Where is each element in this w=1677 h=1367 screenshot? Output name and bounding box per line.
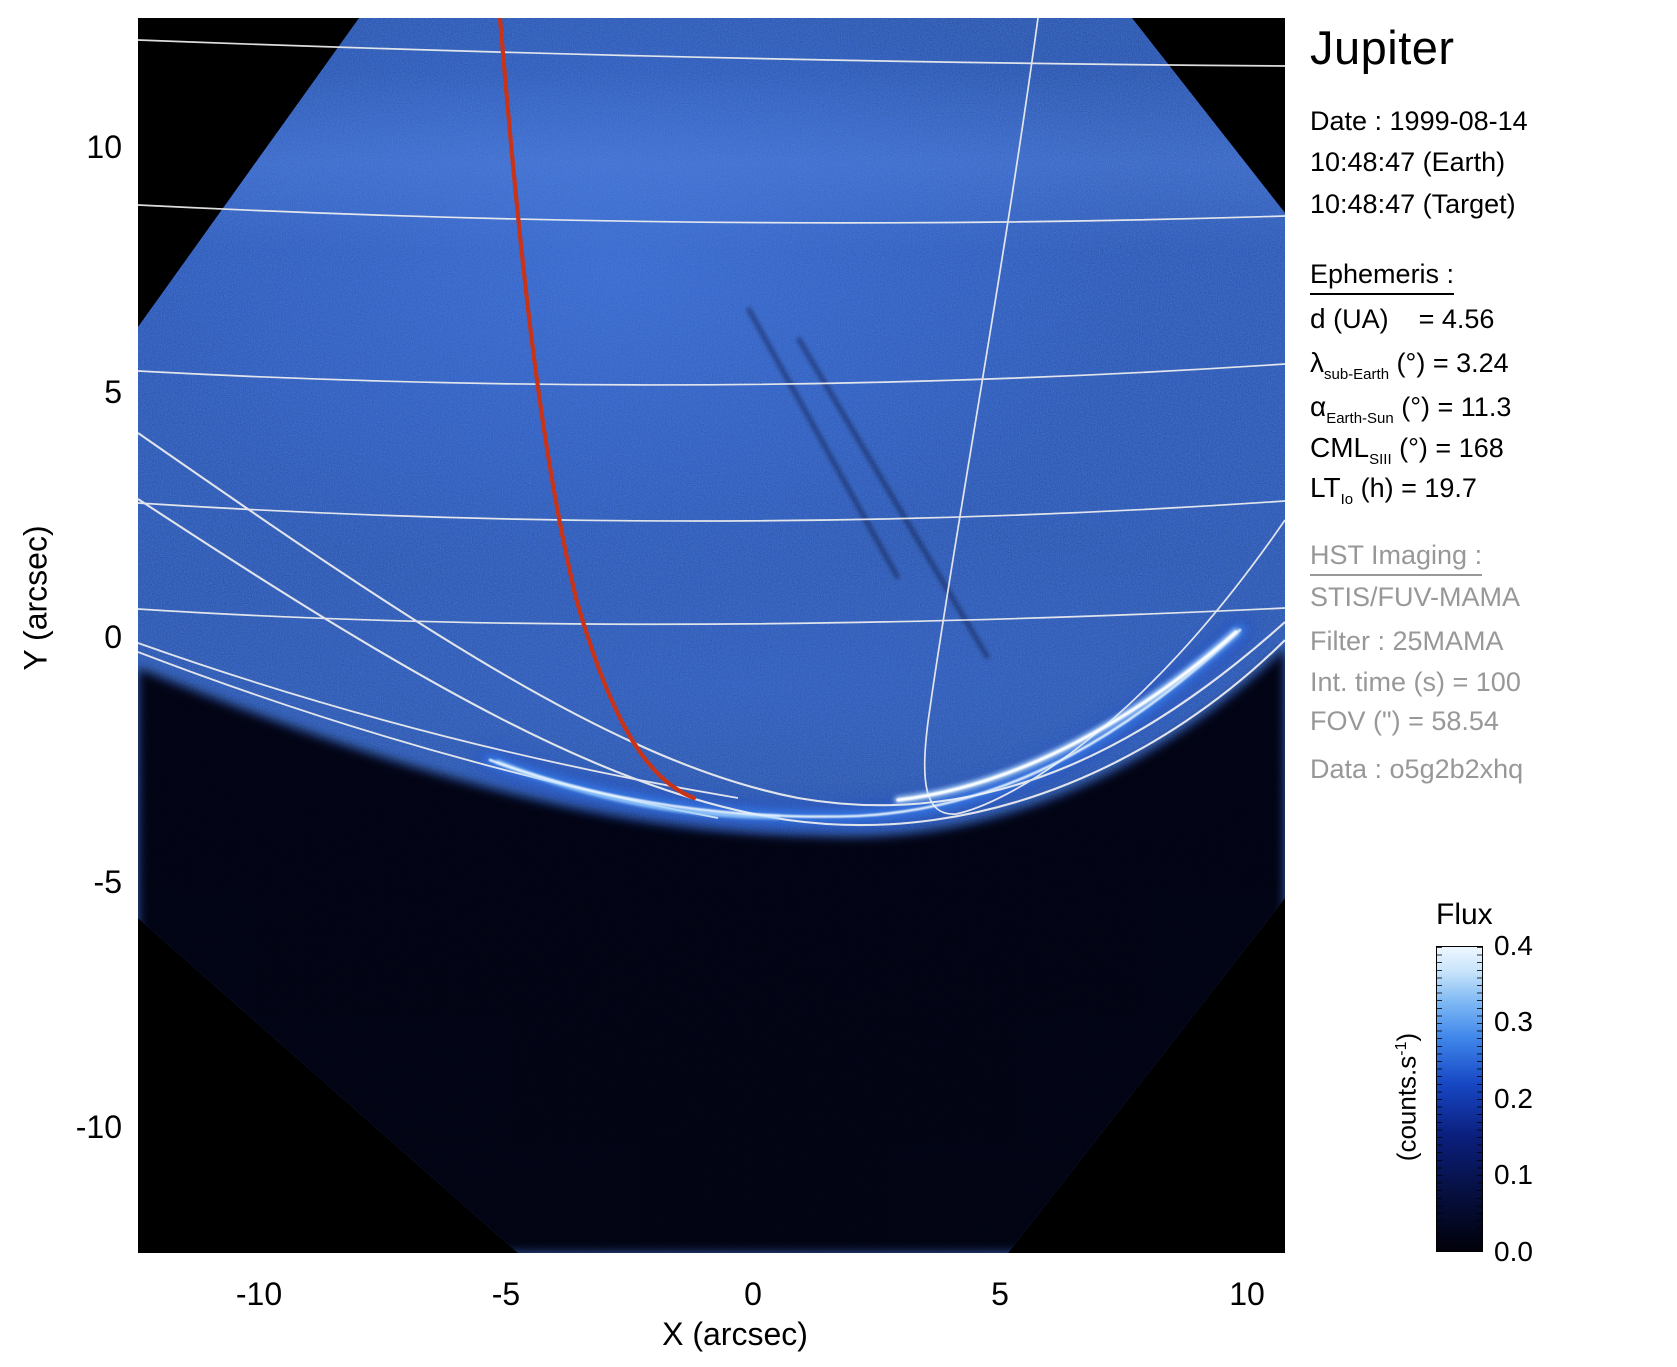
aurora-arc: [488, 628, 1242, 820]
quantity-symbol: λ: [1310, 347, 1324, 378]
x-axis-tick: 10: [1229, 1276, 1265, 1312]
quantity-value: (°) = 11.3: [1393, 392, 1512, 422]
obs-time-target: 10:48:47 (Target): [1310, 189, 1516, 219]
quantity-subscript: Earth-Sun: [1326, 410, 1394, 427]
y-axis-label: Y (arcsec): [17, 525, 54, 671]
y-axis-tick: 0: [104, 619, 122, 655]
hst-int-time: Int. time (s) = 100: [1310, 667, 1521, 697]
unit-suffix: ): [1391, 1032, 1422, 1042]
ephemeris-heading: Ephemeris :: [1310, 259, 1455, 295]
flux-colorbar: [1436, 946, 1483, 1252]
x-axis-tick: -10: [235, 1276, 283, 1312]
ephemeris-heading-text: Ephemeris :: [1310, 259, 1455, 295]
latitude-line: [138, 363, 1285, 386]
quantity-subscript: Io: [1340, 491, 1354, 508]
quantity-subscript: SIII: [1369, 451, 1392, 468]
x-axis-tick: 0: [744, 1276, 762, 1312]
colorbar-tick-label: 0.3: [1494, 1006, 1533, 1037]
quantity-symbol: d: [1310, 303, 1326, 334]
latitude-line: [138, 500, 1285, 522]
latitude-line: [138, 607, 1285, 626]
unit-exponent: -1: [1392, 1041, 1410, 1056]
quantity-value: (°) = 168: [1391, 433, 1504, 463]
hst-heading: HST Imaging :: [1310, 540, 1483, 576]
fov-noise-region: [138, 18, 1285, 1253]
hst-heading-text: HST Imaging :: [1310, 540, 1483, 576]
jupiter-fuv-image: [138, 18, 1285, 1253]
ephemeris-row-phase-angle: αEarth-Sun (°) = 11.3: [1310, 391, 1511, 427]
quantity-symbol: LT: [1310, 472, 1341, 503]
latitude-line: [138, 204, 1285, 224]
obs-date: Date : 1999-08-14: [1310, 106, 1528, 136]
latitude-line: [138, 39, 1285, 67]
quantity-value: (UA) = 4.56: [1325, 304, 1495, 334]
hst-instrument: STIS/FUV-MAMA: [1310, 582, 1521, 612]
colorbar-tick-label: 0.2: [1494, 1083, 1533, 1114]
x-axis-tick: -5: [491, 1276, 521, 1312]
unit-prefix: (counts.s: [1391, 1055, 1422, 1162]
quantity-symbol: α: [1310, 391, 1327, 422]
colorbar-tick-label: 0.0: [1494, 1236, 1533, 1267]
obs-time-earth: 10:48:47 (Earth): [1310, 147, 1506, 177]
colorbar-tick-label: 0.1: [1494, 1159, 1533, 1190]
target-title: Jupiter: [1310, 21, 1455, 74]
hst-dataset-id: Data : o5g2b2xhq: [1310, 754, 1524, 784]
y-axis-tick: 5: [104, 374, 122, 410]
ephemeris-row-subearth-lat: λsub-Earth (°) = 3.24: [1310, 347, 1509, 383]
quantity-value: (h) = 19.7: [1353, 473, 1477, 503]
quantity-subscript: sub-Earth: [1324, 366, 1390, 383]
quantity-symbol: CML: [1310, 432, 1370, 463]
x-axis-tick: 5: [991, 1276, 1009, 1312]
quantity-value: (°) = 3.24: [1389, 348, 1509, 378]
colorbar-unit-label: (counts.s-1): [1392, 1033, 1423, 1161]
colorbar-tick-label: 0.4: [1494, 930, 1533, 961]
colorbar-title: Flux: [1436, 898, 1493, 931]
colorbar-ticks: [1437, 947, 1442, 1251]
planet-dark-side: [138, 648, 1285, 1253]
ephemeris-row-io-localtime: LTIo (h) = 19.7: [1310, 472, 1477, 508]
io-footprint-track: [497, 18, 697, 801]
hst-filter: Filter : 25MAMA: [1310, 626, 1504, 656]
limb-line: [138, 432, 1285, 807]
y-axis-tick: 10: [86, 129, 122, 165]
detector-streaks: [746, 307, 990, 660]
x-axis-label: X (arcsec): [662, 1316, 808, 1352]
hst-fov: FOV (") = 58.54: [1310, 706, 1499, 736]
colorbar-ticks: [1477, 947, 1482, 1251]
y-axis-tick: -5: [93, 864, 122, 900]
auroral-oval-line: [138, 642, 739, 799]
ephemeris-row-distance: d (UA) = 4.56: [1310, 303, 1494, 339]
plot-svg: [138, 18, 1285, 1253]
y-axis-tick: -10: [75, 1109, 122, 1145]
ephemeris-row-cml: CMLSIII (°) = 168: [1310, 432, 1504, 468]
